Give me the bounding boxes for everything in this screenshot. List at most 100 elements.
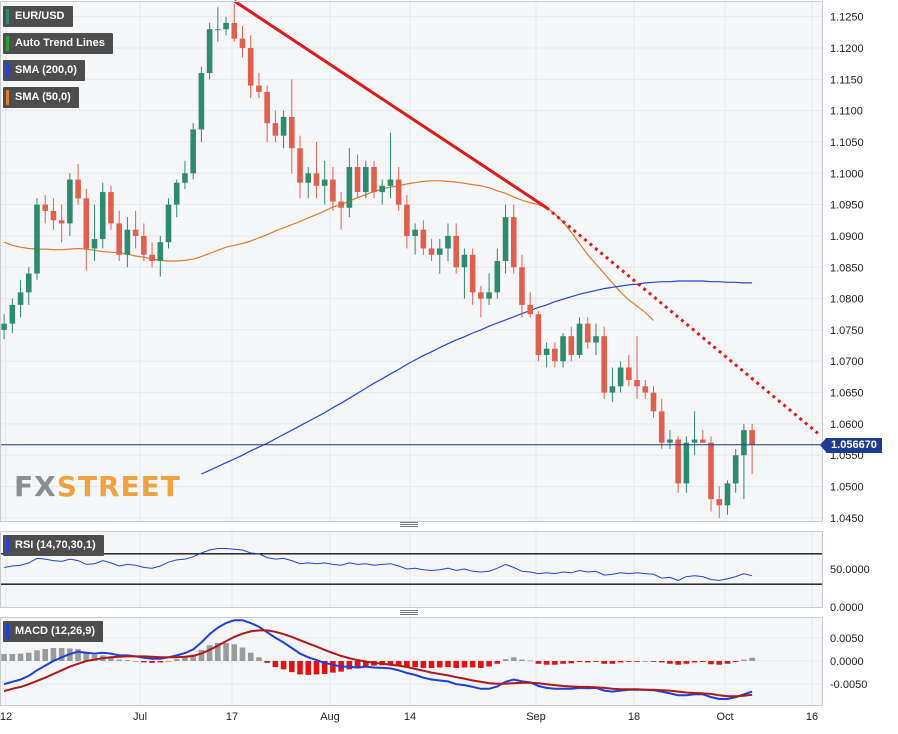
macd-histogram-bar (658, 661, 665, 663)
pane-splitter-handle[interactable] (400, 610, 418, 616)
macd-histogram-bar (354, 661, 361, 669)
legend-sma50-label: SMA (50,0) (15, 91, 71, 103)
macd-histogram-bar (601, 661, 607, 664)
x-tick-label: 12 (0, 711, 12, 723)
bearish-candle (42, 204, 49, 211)
macd-histogram-bar (436, 661, 443, 668)
legend-macd[interactable]: MACD (12,26,9) (3, 621, 104, 642)
bearish-candle (338, 201, 344, 208)
macd-histogram-bar (17, 653, 24, 661)
price-tick-label: 1.0550 (830, 450, 864, 462)
bullish-candle (379, 185, 386, 193)
bearish-candle (404, 204, 410, 236)
bearish-candle (552, 348, 558, 362)
bullish-candle (99, 192, 106, 240)
x-tick-label: 17 (226, 711, 238, 723)
legend-rsi[interactable]: RSI (14,70,30,1) (3, 535, 104, 556)
macd-panel[interactable]: 0.0050 0.0000 -0.0050 (0, 617, 867, 706)
legend-sma50[interactable]: SMA (50,0) (3, 87, 79, 108)
macd-histogram-bar (634, 661, 640, 662)
macd-histogram-bar (568, 661, 575, 664)
bearish-candle (428, 248, 435, 255)
price-panel-border (0, 1, 823, 522)
bearish-candle (289, 116, 295, 149)
bullish-candle (206, 29, 213, 74)
bearish-candle (297, 148, 303, 183)
bearish-candle (634, 380, 640, 387)
macd-histogram-bar (272, 661, 279, 668)
legend-sma200[interactable]: SMA (200,0) (3, 60, 85, 81)
x-tick-label: 14 (404, 711, 416, 723)
macd-histogram-bar (50, 648, 57, 661)
bearish-candle (83, 198, 90, 249)
price-tick-label: 1.0500 (830, 482, 864, 494)
current-price-tag: 1.056670 (820, 438, 882, 453)
macd-histogram-bar (321, 661, 328, 674)
legend-swatch (6, 624, 9, 639)
price-panel[interactable]: 1.1250 1.1200 1.1150 1.1100 1.1050 1.1000 1.09… (0, 0, 864, 525)
bullish-candle (543, 348, 550, 355)
bearish-candle (247, 47, 254, 86)
macd-histogram-bar (478, 661, 484, 668)
bearish-candle (535, 314, 542, 355)
trend-line-solid (233, 0, 548, 209)
rsi-panel[interactable]: 50.0000 0.0000 (0, 531, 870, 614)
macd-histogram-bar (716, 661, 723, 665)
macd-histogram-bar (445, 661, 451, 668)
bearish-candle (568, 336, 575, 355)
bullish-candle (461, 254, 468, 268)
bearish-candle (420, 229, 427, 249)
legend-swatch (6, 36, 9, 51)
legend-trend-lines[interactable]: Auto Trend Lines (3, 33, 113, 54)
bearish-candle (675, 439, 681, 484)
bearish-candle (272, 123, 279, 136)
bearish-candle (453, 235, 460, 268)
bearish-candle (116, 223, 122, 255)
bearish-candle (75, 179, 81, 199)
bullish-candle (732, 455, 739, 484)
bullish-candle (346, 167, 353, 208)
macd-histogram-bar (741, 659, 747, 661)
macd-histogram-bar (141, 661, 147, 663)
legend-swatch (6, 9, 9, 24)
price-tick-label: 1.0700 (830, 356, 864, 368)
bullish-candle (691, 439, 698, 443)
macd-histogram-bar (404, 661, 410, 668)
bullish-candle (173, 182, 180, 205)
macd-histogram-bar (165, 661, 172, 662)
bullish-candle (321, 179, 328, 186)
macd-histogram-bar (124, 660, 131, 661)
bearish-candle (313, 173, 320, 186)
x-tick-label: Jul (133, 711, 147, 723)
macd-histogram-bar (510, 657, 517, 661)
macd-histogram-bar (560, 661, 566, 664)
bullish-candle (124, 229, 131, 255)
macd-histogram-bar (461, 661, 468, 668)
macd-histogram-bar (543, 661, 550, 665)
bullish-candle (387, 179, 394, 186)
pane-splitter-handle[interactable] (400, 522, 418, 528)
macd-panel-border (0, 617, 823, 706)
macd-histogram-bar (642, 661, 649, 662)
legend-eurusd[interactable]: EUR/USD (3, 6, 73, 27)
macd-histogram-bar (486, 661, 492, 667)
bullish-candle (67, 179, 73, 224)
macd-histogram-bar (683, 661, 690, 664)
macd-histogram-bar (346, 661, 353, 670)
watermark-fx: FX (14, 470, 57, 503)
bearish-candle (700, 439, 706, 443)
rsi-line (4, 548, 753, 581)
macd-histogram-bar (420, 661, 427, 668)
bullish-candle (362, 167, 369, 193)
macd-histogram-bar (34, 650, 40, 661)
bullish-candle (223, 22, 229, 30)
macd-histogram-bar (708, 661, 714, 665)
macd-histogram-bar (264, 661, 270, 663)
macd-histogram-bar (428, 661, 435, 668)
rsi-tick-label: 0.0000 (830, 602, 864, 614)
bullish-candle (683, 442, 690, 484)
price-tick-label: 1.1150 (830, 74, 863, 86)
bullish-candle (502, 217, 509, 261)
legend-symbol-label: EUR/USD (15, 10, 65, 22)
